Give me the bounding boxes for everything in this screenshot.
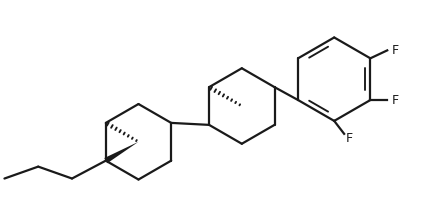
Polygon shape [104, 142, 138, 163]
Text: F: F [392, 44, 399, 57]
Text: F: F [392, 94, 399, 107]
Text: F: F [346, 132, 353, 145]
